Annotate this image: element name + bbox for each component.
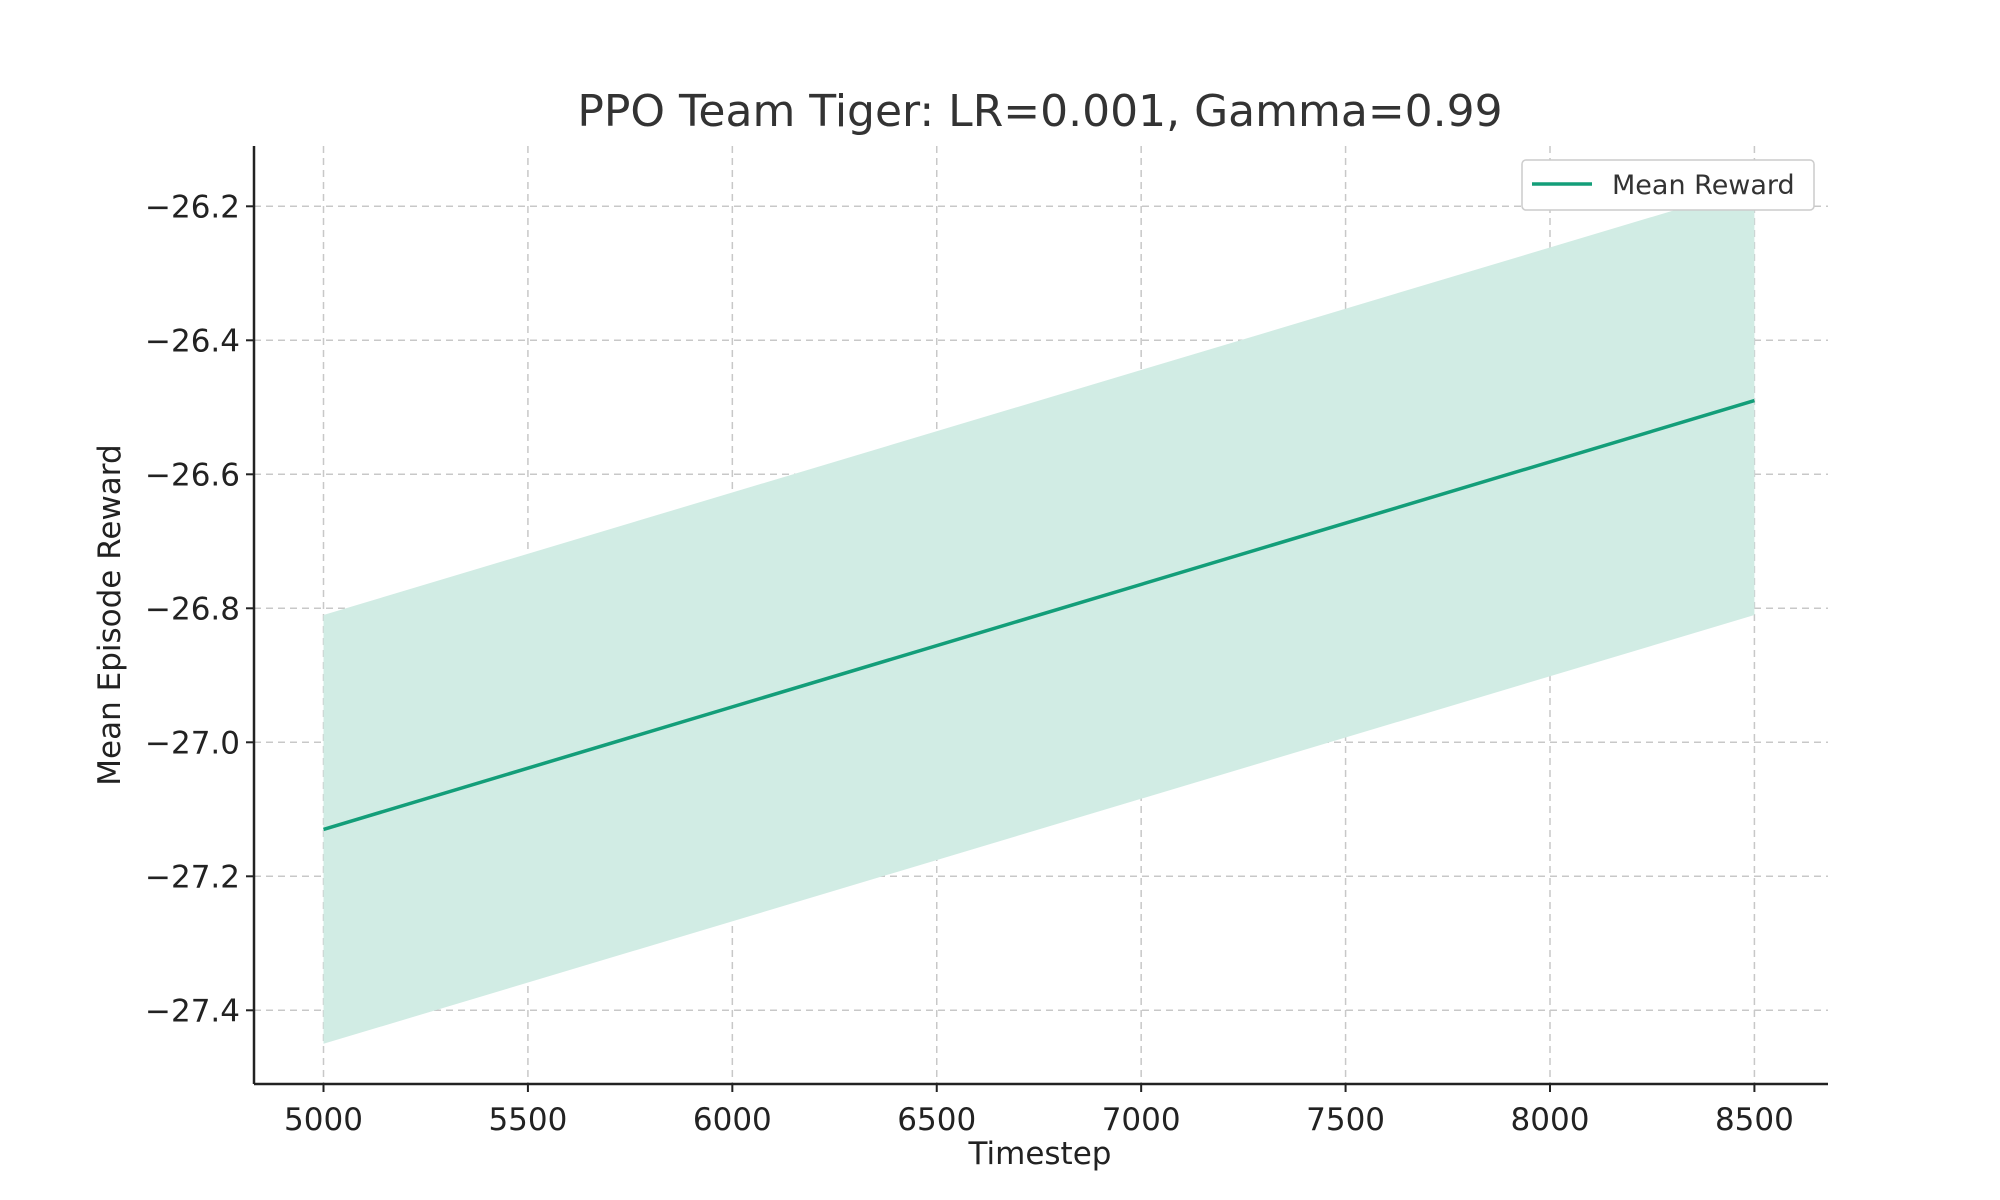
y-tick-label: −27.2 xyxy=(145,859,240,895)
series-line-layer xyxy=(322,398,1755,832)
x-tick-label: 6500 xyxy=(897,1102,976,1138)
x-tick-label: 8500 xyxy=(1715,1102,1794,1138)
y-tick-labels: −26.2 −26.4 −26.6 −26.8 −27.0 −27.2 −27.4 xyxy=(145,189,254,1029)
y-tick-label: −26.2 xyxy=(145,189,240,225)
y-tick-label: −27.0 xyxy=(145,725,240,761)
legend-label: Mean Reward xyxy=(1612,170,1795,201)
x-tick-label: 5000 xyxy=(284,1102,363,1138)
x-tick-labels: 5000 5500 6000 6500 7000 7500 8000 8500 xyxy=(284,1084,1794,1138)
y-tick-label: −26.6 xyxy=(145,457,240,493)
x-tick-label: 7000 xyxy=(1102,1102,1181,1138)
y-tick-label: −27.4 xyxy=(145,993,240,1029)
legend: Mean Reward xyxy=(1521,159,1815,211)
x-tick-label: 6000 xyxy=(693,1102,772,1138)
x-axis-label: Timestep xyxy=(968,1136,1112,1172)
x-tick-label: 5500 xyxy=(488,1102,567,1138)
legend-box xyxy=(1521,159,1815,211)
series-line-mean-reward xyxy=(322,398,1755,832)
x-tick-label: 7500 xyxy=(1306,1102,1385,1138)
y-axis-label: Mean Episode Reward xyxy=(92,444,128,785)
y-tick-label: −26.4 xyxy=(145,323,240,359)
x-tick-label: 8000 xyxy=(1511,1102,1590,1138)
y-tick-label: −26.8 xyxy=(145,591,240,627)
chart-title: PPO Team Tiger: LR=0.001, Gamma=0.99 xyxy=(577,86,1502,137)
